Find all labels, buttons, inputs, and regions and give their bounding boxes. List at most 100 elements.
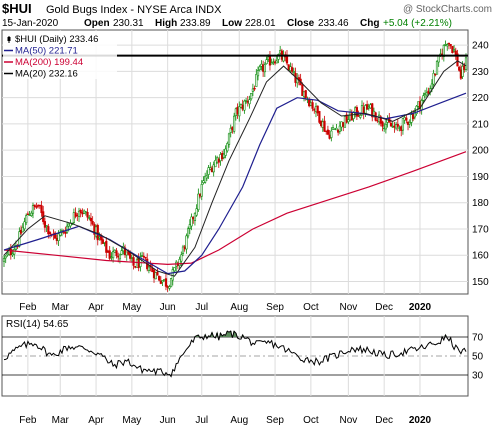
candle-body [301,84,304,96]
price-y-tick: 240 [472,41,489,52]
candle-body [180,254,183,262]
candle-body [207,167,210,175]
price-x-tick: Nov [339,302,357,313]
candle-body [246,101,249,103]
candle-body [188,224,191,229]
price-x-tick: Oct [303,302,319,313]
candle-body [270,62,273,65]
candle-body [304,90,307,98]
candle-body [357,115,360,117]
rsi-x-tick: Jul [195,415,208,426]
candle-body [335,127,338,131]
candle-body [6,253,9,256]
low-label: Low [222,18,242,29]
candle-body [287,64,290,71]
candle-body [461,66,464,77]
candle-body [340,121,343,128]
candle-body [291,67,294,72]
rsi-y-tick: 70 [472,333,484,344]
open-value: 230.31 [113,18,144,29]
candle-body [152,270,156,279]
candle-body [275,60,278,64]
close-value: 233.46 [318,18,349,29]
candle-body [45,225,48,227]
candle-body [171,269,174,281]
rsi-x-tick: Nov [339,415,357,426]
candle-body [83,210,86,214]
candle-body [219,154,222,162]
candle-body [204,175,207,183]
candle-body [454,50,457,56]
candle-body [364,105,367,114]
candle-body [217,158,220,163]
candle-body [309,102,312,106]
price-y-tick: 210 [472,119,489,130]
candle-body [166,286,169,288]
candle-body [55,237,58,241]
candle-body [279,50,282,54]
candle-body [425,92,428,96]
candle-body [110,256,113,258]
price-x-tick: Feb [19,302,37,313]
rsi-x-tick: Mar [52,415,70,426]
candle-body [313,109,316,111]
candle-body [209,167,212,170]
candle-body [342,122,345,127]
chg-label: Chg [360,18,379,29]
candle-body [413,111,416,118]
candle-body [120,250,123,255]
price-y-tick: 190 [472,172,489,183]
candle-body [106,250,110,253]
rsi-x-tick: Sep [266,415,284,426]
candle-body [391,126,394,128]
candle-body [233,115,236,132]
rsi-x-tick: Oct [303,415,319,426]
rsi-label-bg [3,317,83,330]
candle-body [452,49,456,52]
candle-body [432,72,435,85]
candle-body [43,221,47,228]
candle-body [229,127,232,133]
candle-body [183,246,186,250]
price-y-tick: 160 [472,251,489,262]
candle-body [256,70,260,77]
candle-body [372,110,376,116]
price-y-tick: 200 [472,146,489,157]
candle-body [40,205,43,214]
candle-body [88,217,91,219]
instrument-name: Gold Bugs Index - NYSE Arca INDX [46,4,222,16]
candle-body [318,111,321,123]
candle-body [130,257,133,259]
candle-body [25,215,28,224]
candle-body [417,101,420,107]
candle-body [64,231,67,234]
candle-body [367,106,370,109]
candle-body [250,92,253,100]
candle-body [333,128,336,130]
candle-body [328,134,331,139]
candle-body [463,65,466,70]
price-y-tick: 170 [472,224,489,235]
rsi-x-axis: Feb Mar Apr May Jun Jul Aug Sep Oct Nov Dec 2020 [19,415,431,426]
candle-body [236,106,239,115]
candle-body [163,279,166,282]
candle-body [54,232,57,239]
rsi-x-tick: Dec [375,415,393,426]
candle-body [234,108,237,116]
candle-body [255,74,258,87]
rsi-y-axis: 30 50 70 [472,333,484,382]
candle-body [379,116,382,124]
candle-body [319,120,323,126]
candle-body [355,107,358,117]
candle-body [215,157,219,163]
legend-entry: MA(20) 232.16 [15,69,78,80]
candle-body [326,129,330,135]
candle-body [410,114,413,123]
candle-body [139,256,142,267]
candle-body [403,117,406,121]
candle-body [343,116,347,128]
candle-body [226,143,229,152]
candle-body [451,46,454,53]
candle-body [224,148,227,156]
price-y-axis: 150 160 170 180 190 200 210 220 230 240 [472,41,489,288]
